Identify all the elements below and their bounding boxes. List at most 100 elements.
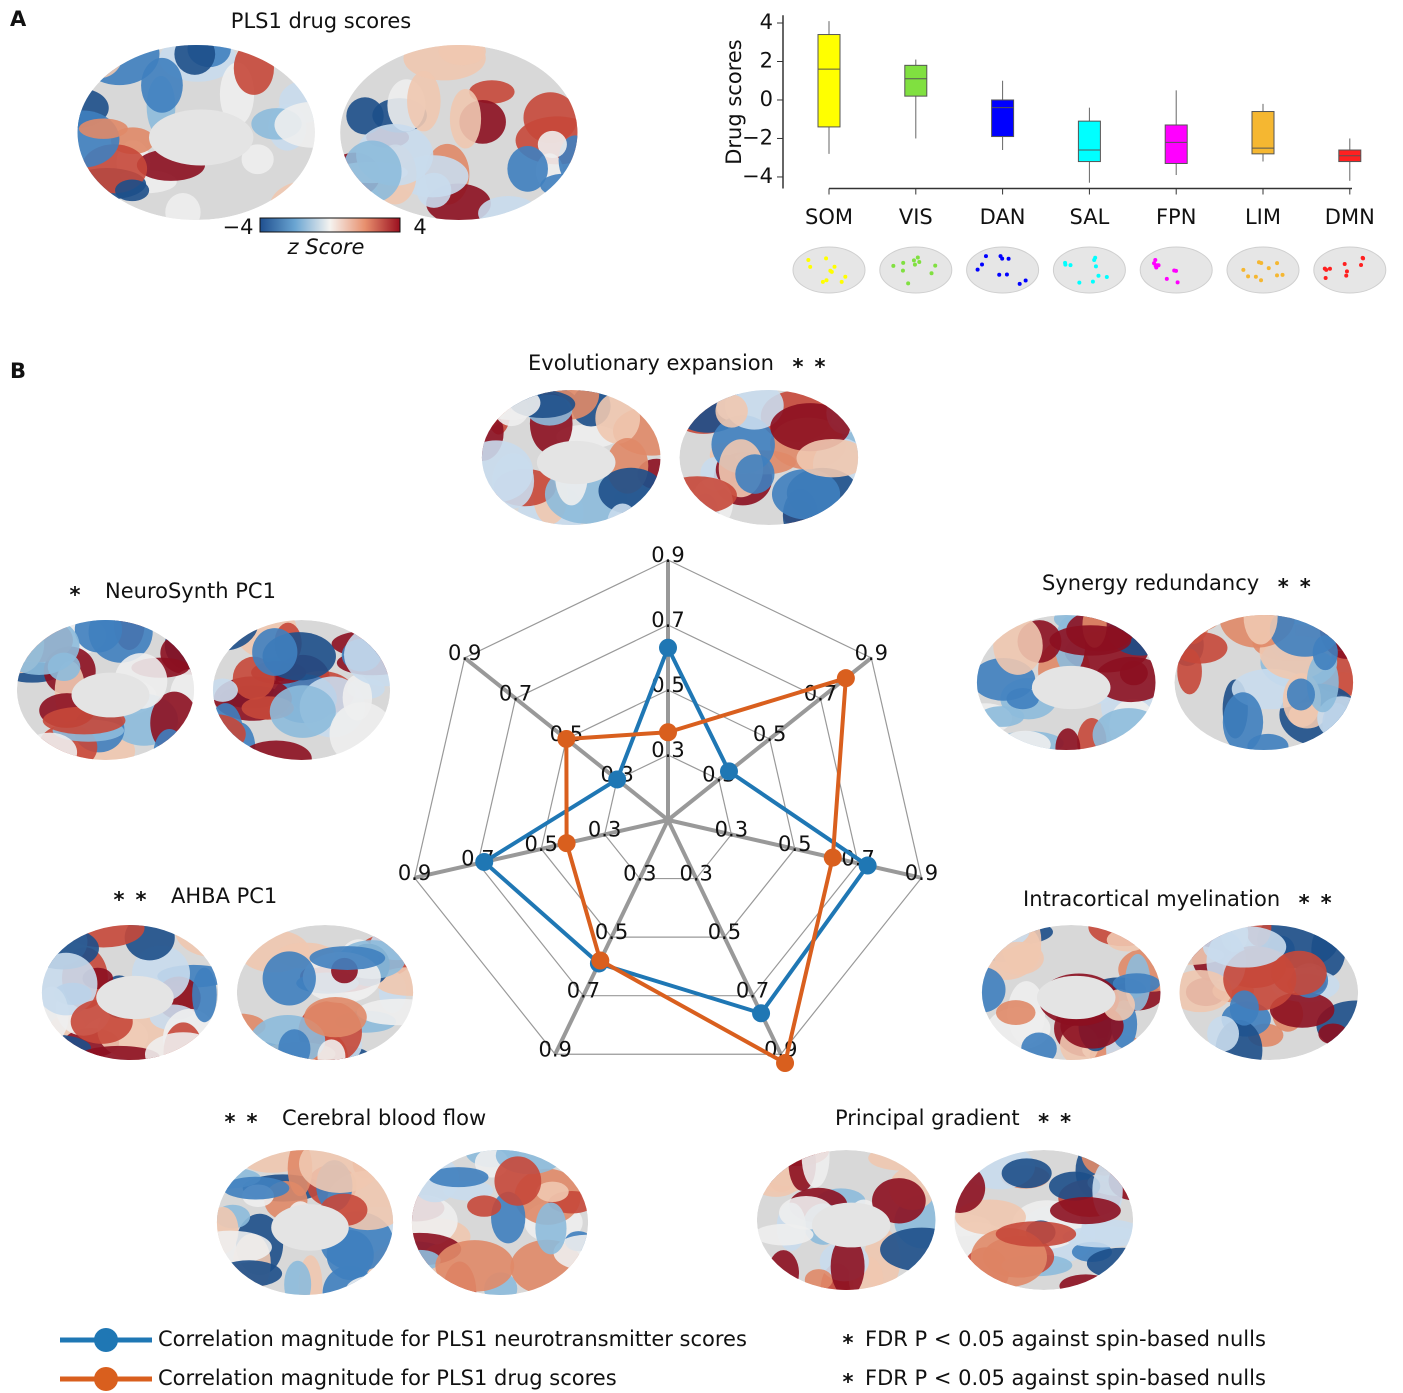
network-node: [1359, 262, 1364, 267]
brain-parcel: [1112, 973, 1161, 994]
network-node: [806, 257, 811, 262]
brain-parcel: [411, 1195, 458, 1248]
brain-parcel: [478, 195, 539, 220]
network-node: [820, 279, 825, 284]
brain-surface: [212, 620, 391, 760]
brain-parcel: [540, 173, 578, 198]
brain-hemisphere: [679, 390, 859, 525]
r-tick-label: 0.3: [715, 817, 748, 841]
series-line: [564, 676, 848, 1066]
significance-star: *: [136, 888, 147, 912]
significance-star: *: [225, 1110, 236, 1134]
series-point: [608, 770, 627, 789]
brain-parcel: [979, 706, 1025, 727]
network-node: [1259, 278, 1264, 283]
brain-hemisphere: [1174, 615, 1354, 750]
r-tick-label: 0.5: [753, 722, 786, 746]
brain-parcel: [438, 45, 486, 66]
r-tick-label: 0.9: [538, 1037, 571, 1061]
legend-note: FDR P < 0.05 against spin-based nulls: [865, 1327, 1266, 1351]
brain-parcel: [872, 1178, 926, 1224]
network-node: [1068, 263, 1073, 268]
brain-surface: [77, 45, 315, 220]
brain-parcel: [435, 1240, 515, 1292]
network-node: [828, 268, 833, 273]
brain-parcel: [78, 118, 128, 139]
brain-parcel: [141, 57, 183, 113]
radar-axis: [414, 818, 669, 880]
brain-hemisphere: [976, 615, 1156, 750]
brain-parcel: [309, 946, 386, 970]
brain-parcel: [1269, 991, 1335, 1028]
brain-parcel: [342, 140, 402, 203]
brain-parcel: [801, 1150, 830, 1188]
brain-parcel: [868, 1150, 936, 1171]
brain-parcel: [174, 45, 216, 75]
brain-parcel: [449, 88, 482, 149]
network-icon: [879, 246, 953, 294]
brain-parcel: [317, 1039, 346, 1060]
brain-parcel: [1021, 1032, 1057, 1060]
brain-parcel: [416, 172, 452, 208]
brain-parcel: [77, 45, 124, 79]
significance-star: *: [1038, 1110, 1049, 1134]
brain-parcel: [1286, 678, 1315, 711]
brain-hemisphere: [411, 1150, 589, 1295]
network-node: [1344, 269, 1349, 274]
network-node: [1246, 274, 1251, 279]
brain-medial-wall: [1031, 665, 1111, 710]
brain-parcel: [536, 1181, 569, 1202]
significance-star: *: [1321, 891, 1332, 915]
axis-title: Cerebral blood flow: [282, 1106, 486, 1130]
brain-parcel: [153, 728, 186, 760]
legend-label: Correlation magnitude for PLS1 drug scor…: [158, 1366, 617, 1390]
brain-surface: [756, 1150, 936, 1290]
brain-parcel: [494, 1156, 542, 1206]
box: [817, 34, 841, 128]
brain-parcel: [274, 101, 315, 148]
network-node: [891, 263, 896, 268]
y-axis-label: Drug scores: [722, 39, 746, 165]
series-point: [475, 852, 494, 871]
network-icon: [1313, 246, 1387, 294]
brain-hemisphere: [481, 390, 661, 525]
brain-parcel: [115, 179, 150, 202]
brain-parcel: [1124, 615, 1156, 638]
brain-hemisphere: [41, 925, 219, 1060]
r-tick-label: 0.9: [651, 543, 684, 567]
series-point: [591, 951, 610, 970]
network-node: [980, 262, 985, 267]
brain-parcel: [1174, 632, 1228, 664]
brain-parcel: [796, 438, 859, 478]
y-tick-label: −4: [742, 164, 773, 188]
series-point: [557, 834, 576, 853]
brain-parcel: [356, 998, 414, 1026]
brain-parcel: [1318, 1023, 1348, 1045]
legend-star: *: [843, 1331, 854, 1355]
series-point: [659, 638, 677, 657]
network-node: [917, 260, 922, 265]
significance-star: *: [247, 1110, 258, 1134]
brain-parcel: [262, 951, 316, 1006]
brain-parcel: [954, 1163, 986, 1213]
brain-parcel: [481, 440, 534, 503]
brain-parcel: [411, 1249, 441, 1271]
brain-parcel: [1222, 692, 1264, 750]
legend-label: Correlation magnitude for PLS1 neurotran…: [158, 1327, 747, 1351]
brain-medial-wall: [96, 975, 174, 1020]
brain-parcel: [212, 678, 238, 702]
network-node: [1275, 273, 1280, 278]
x-tick-label: DMN: [1325, 205, 1375, 229]
brain-surface: [481, 390, 661, 525]
network-icon: [966, 246, 1040, 294]
significance-star: *: [114, 888, 125, 912]
network-node: [1266, 266, 1271, 271]
brain-parcel: [329, 702, 391, 760]
brain-medial-wall: [811, 1202, 891, 1248]
r-tick-label: 0.5: [525, 832, 558, 856]
network-node: [1096, 273, 1101, 278]
network-node: [983, 254, 988, 259]
brain-medial-wall: [271, 1204, 349, 1251]
r-tick-label: 0.7: [499, 681, 532, 705]
